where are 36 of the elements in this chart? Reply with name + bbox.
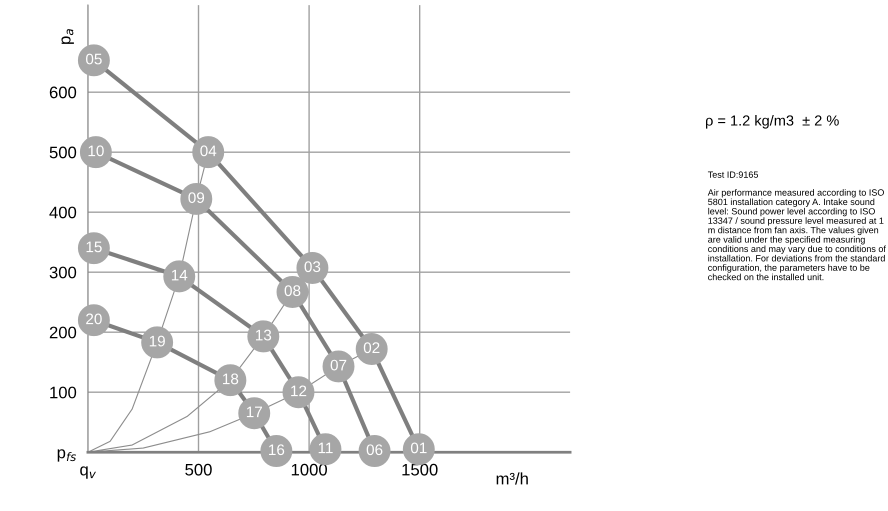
y-tick-label: 200 (50, 326, 76, 338)
annotation: 06 (366, 444, 382, 456)
x-tick-label: 1000 (292, 464, 327, 476)
annotation: 12 (291, 386, 306, 396)
annotation: 10 (88, 145, 104, 156)
y-tick-label: 600 (50, 86, 76, 98)
annotation: 01 (410, 442, 427, 454)
y-tick-label: 300 (50, 266, 76, 278)
annotation: 03 (304, 261, 320, 272)
annotation: 18 (223, 373, 238, 384)
annotation: 04 (200, 145, 216, 156)
x-tick-label: 500 (185, 464, 212, 476)
annotation: 17 (246, 406, 262, 418)
text: Test ID:9165 (708, 171, 758, 178)
y-axis-title: p$_{a}$ (61, 29, 74, 44)
x-tick-label: 1500 (402, 464, 438, 476)
text: Air performance measured according to ISO 5801 installation category A. Intake sound level: Sound power level according to ISO 13347 / sound pressure level measured at 1 m distance from fan axis. The values given are valid under the specified measuring conditions and may vary due to conditions of installation. For deviations from the standard configuration, the parameters have to be checked on the installed unit. (708, 189, 886, 280)
annotation: 09 (188, 192, 204, 204)
annotation: 15 (86, 242, 102, 252)
annotation: 16 (269, 444, 284, 456)
y-tick-label: 100 (50, 386, 76, 398)
annotation: 11 (318, 442, 333, 454)
y-tick-label: p$_{fs}$ (58, 449, 76, 462)
annotation: 08 (284, 285, 300, 296)
annotation: 20 (86, 313, 102, 324)
x-axis-title: m³/h (496, 472, 528, 485)
y-tick-label: 500 (50, 146, 76, 158)
annotation: 05 (86, 54, 102, 64)
y-tick-label: 400 (49, 206, 76, 218)
x-tick-label: q$_{v}$ (80, 466, 96, 479)
annotation: 02 (364, 342, 380, 354)
annotation: 13 (256, 330, 272, 341)
annotation: 07 (330, 360, 346, 371)
annotation: 14 (172, 270, 188, 280)
annotation: 19 (150, 336, 165, 347)
text: ρ = 1.2 kg/m3 ± 2 % (706, 114, 839, 129)
